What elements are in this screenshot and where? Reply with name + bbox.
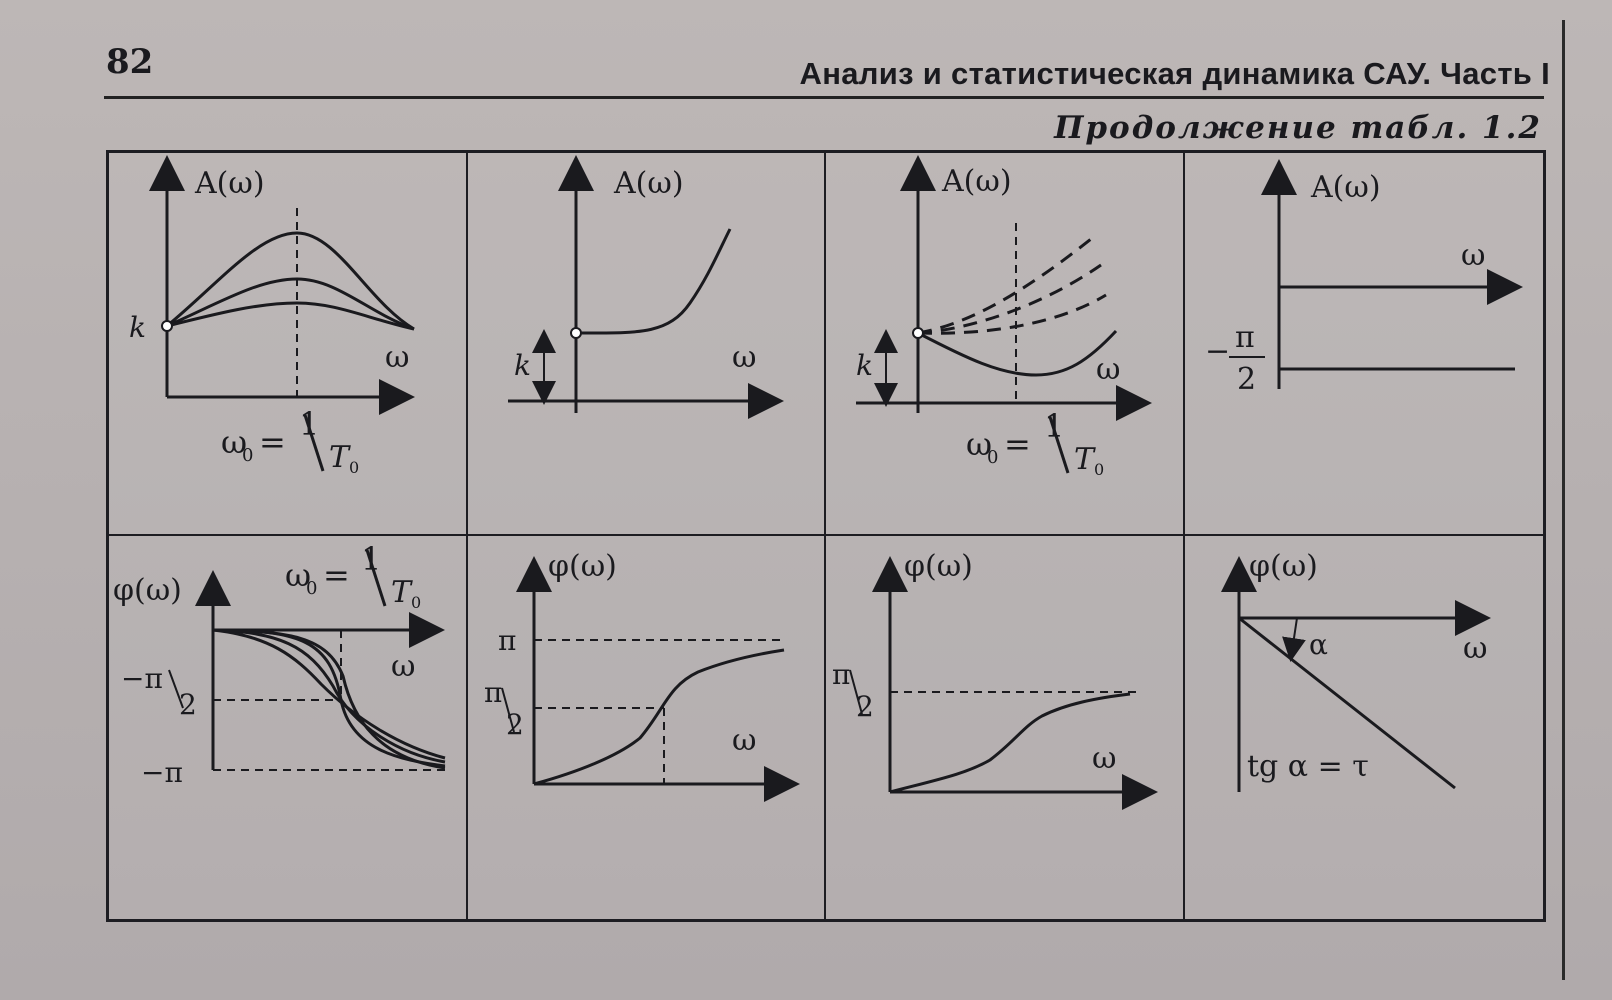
alpha-label: α [1309, 628, 1328, 661]
axis-label-omega: ω [1096, 352, 1120, 387]
omega0-equals: = [259, 423, 286, 461]
label-k: k [514, 349, 531, 382]
tg-alpha-formula: tg α = τ [1247, 749, 1369, 784]
cell-phase-4: φ(ω) α ω tg α = τ [1185, 536, 1544, 919]
axis-label-omega: ω [732, 723, 756, 758]
minus-sign: − [1205, 334, 1230, 369]
cell-phase-2: φ(ω) π π 2 ω [468, 536, 826, 919]
omega0-equals: = [323, 556, 350, 594]
fraction-T: T [329, 440, 351, 475]
axis-label-omega: ω [732, 340, 756, 375]
label-k: k [129, 311, 146, 344]
axis-label-phase: φ(ω) [1249, 549, 1318, 584]
omega0-subscript: 0 [306, 578, 317, 599]
phase-plot-3: φ(ω) π 2 ω [832, 549, 1158, 810]
amplitude-plot-3: A(ω) k ω ω 0 = 1 T 0 [856, 155, 1152, 479]
phase-plot-4: φ(ω) α ω tg α = τ [1220, 549, 1491, 792]
neg-pi-over-label: −π [121, 662, 163, 695]
amplitude-plot-2: A(ω) k ω [507, 155, 784, 419]
frequency-response-table: A(ω) k ω ω 0 = 1 T 0 A(ω) k ω [106, 150, 1546, 922]
omega0-subscript: 0 [242, 445, 253, 466]
pi-label: π [1235, 320, 1255, 355]
amplitude-plot-4: A(ω) ω − π 2 [1205, 159, 1523, 397]
omega0-label: ω [285, 556, 311, 594]
neg-pi-label: −π [141, 756, 183, 789]
pi-over-label: π [484, 676, 502, 709]
cell-amplitude-1: A(ω) k ω ω 0 = 1 T 0 [109, 153, 468, 536]
axis-label-omega: ω [1092, 741, 1116, 776]
axis-label-omega: ω [1463, 631, 1487, 666]
header-rule [104, 96, 1544, 99]
cell-phase-3: φ(ω) π 2 ω [826, 536, 1185, 919]
cell-amplitude-4: A(ω) ω − π 2 [1184, 153, 1543, 536]
running-title: Анализ и статистическая динамика САУ. Ча… [799, 56, 1550, 91]
half-denominator: 2 [179, 688, 197, 721]
cell-amplitude-2: A(ω) k ω [467, 153, 826, 536]
phase-plot-1: φ(ω) ω 0 = 1 T 0 ω −π 2 −π [113, 540, 446, 789]
axis-label-omega: ω [391, 649, 415, 684]
half-denominator: 2 [856, 690, 874, 723]
phase-plot-2: φ(ω) π π 2 ω [484, 549, 800, 802]
pi-over-label: π [832, 658, 850, 691]
axis-label-phase: φ(ω) [548, 549, 617, 584]
axis-label-phase: φ(ω) [113, 573, 182, 608]
cell-amplitude-3: A(ω) k ω ω 0 = 1 T 0 [826, 153, 1185, 536]
axis-label-amplitude: A(ω) [1310, 170, 1381, 205]
page-number: 82 [106, 42, 154, 82]
amplitude-plot-1: A(ω) k ω ω 0 = 1 T 0 [129, 155, 415, 477]
axis-label-amplitude: A(ω) [194, 166, 265, 201]
cell-phase-1: φ(ω) ω 0 = 1 T 0 ω −π 2 −π [109, 536, 468, 919]
fraction-T-sub: 0 [411, 593, 421, 612]
axis-label-omega: ω [1461, 238, 1485, 273]
fraction-T-sub: 0 [1094, 460, 1104, 479]
omega0-equals: = [1004, 425, 1031, 463]
fraction-T: T [391, 575, 413, 610]
axis-label-omega: ω [385, 340, 409, 375]
omega0-label: ω [221, 423, 247, 461]
half-denominator: 2 [506, 708, 524, 741]
page-margin-line [1562, 20, 1565, 980]
omega0-subscript: 0 [987, 447, 998, 468]
axis-label-amplitude: A(ω) [613, 166, 684, 201]
half-denominator: 2 [1237, 362, 1256, 397]
table-caption: Продолжение табл. 1.2 [1054, 110, 1542, 146]
axis-label-amplitude: A(ω) [941, 164, 1012, 199]
omega0-label: ω [966, 425, 992, 463]
label-k: k [856, 349, 873, 382]
axis-label-phase: φ(ω) [904, 549, 973, 584]
fraction-T: T [1074, 442, 1096, 477]
pi-label: π [498, 624, 516, 657]
fraction-T-sub: 0 [349, 458, 359, 477]
